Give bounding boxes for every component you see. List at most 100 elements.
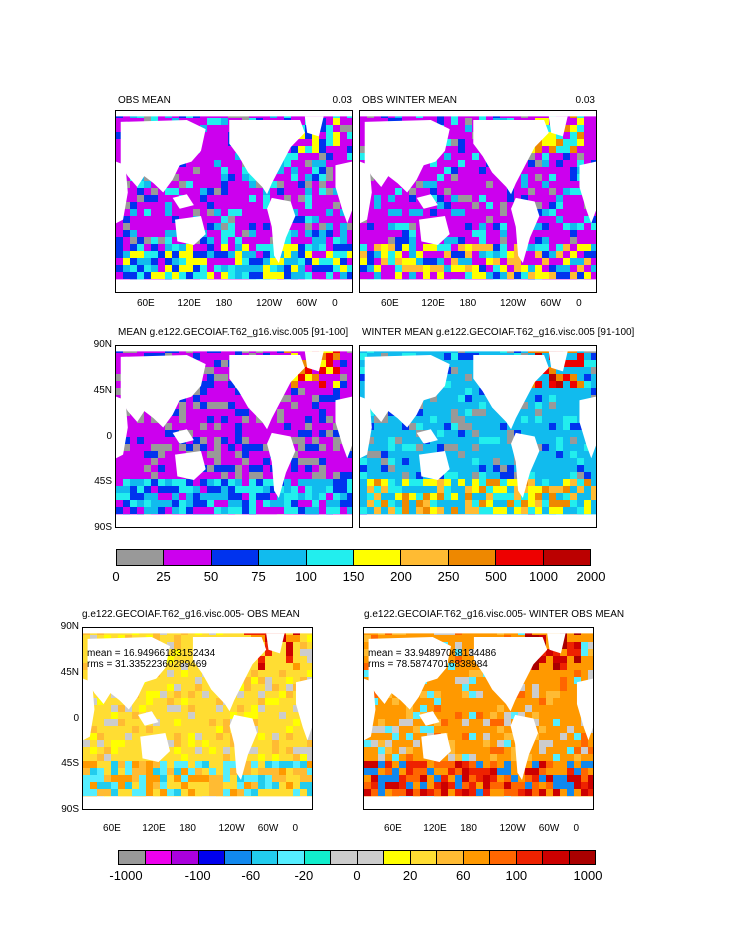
map-obs-winter-mean xyxy=(359,110,597,293)
lat-tick-label: 45N xyxy=(60,666,79,678)
lon-tick-label: 120E xyxy=(421,298,445,309)
colorbar-top-label: 2000 xyxy=(576,569,606,584)
lon-tick-label: 0 xyxy=(292,823,298,834)
lat-tick-label: 90N xyxy=(93,339,112,350)
panel-title-diff-mean: g.e122.GECOIAF.T62_g16.visc.005- OBS MEA… xyxy=(82,609,300,620)
stats-diff-mean: mean = 16.94966183152434 rms = 31.335223… xyxy=(87,648,215,670)
panel-value-obs-mean: 0.03 xyxy=(332,95,352,106)
lon-tick-label: 60E xyxy=(380,298,399,309)
colorbar-swatch xyxy=(401,550,449,565)
colorbar-swatch xyxy=(259,550,307,565)
lon-tick-label: 0 xyxy=(576,298,582,309)
lon-tick-label: 120E xyxy=(177,298,201,309)
mean-value: mean = 16.94966183152434 xyxy=(87,648,216,659)
colorbar-top-label: 75 xyxy=(251,569,266,584)
lon-tick-label: 120E xyxy=(142,823,166,834)
lat-tick-label: 45S xyxy=(61,758,79,770)
map-model-mean xyxy=(115,345,353,528)
colorbar-swatch xyxy=(251,851,278,864)
colorbar-swatch xyxy=(306,550,355,565)
colorbar-swatch xyxy=(496,550,544,565)
lon-tick-label: 60E xyxy=(384,823,402,834)
colorbar-swatch xyxy=(198,851,225,864)
colorbar-bottom-label: 60 xyxy=(455,868,471,883)
colorbar-swatch xyxy=(410,851,437,864)
lon-tick-label: 0 xyxy=(332,298,338,309)
panel-title-diff-winter-mean: g.e122.GECOIAF.T62_g16.visc.005- WINTER … xyxy=(364,609,625,620)
lon-tick-label: 0 xyxy=(573,823,579,834)
colorbar-swatch xyxy=(516,851,543,864)
colorbar-top-label: 250 xyxy=(437,569,460,584)
colorbar-swatch xyxy=(448,550,497,565)
lat-tick-label: 0 xyxy=(73,712,79,724)
colorbar-top-label: 150 xyxy=(342,569,365,584)
map-model-winter-mean xyxy=(359,345,597,528)
lon-tick-label: 180 xyxy=(179,823,196,834)
colorbar-swatch xyxy=(437,851,464,864)
colorbar-bottom-label: -20 xyxy=(294,868,314,883)
mean-value: mean = 33.94897068134486 xyxy=(368,648,497,659)
colorbar-top xyxy=(116,549,591,566)
colorbar-swatch xyxy=(172,851,199,864)
lon-tick-label: 60E xyxy=(136,298,155,309)
colorbar-top-label: 100 xyxy=(295,569,317,584)
lat-tick-label: 45S xyxy=(94,476,112,488)
lat-tick-label: 90N xyxy=(60,621,79,632)
colorbar-bottom-label: 1000 xyxy=(573,868,603,883)
lon-tick-label: 180 xyxy=(215,298,233,309)
lon-tick-label: 120W xyxy=(218,823,245,834)
colorbar-swatch xyxy=(357,851,384,864)
colorbar-bottom-label: -100 xyxy=(184,868,211,883)
map-obs-mean xyxy=(115,110,353,293)
lon-tick-label: 60W xyxy=(296,298,317,309)
colorbar-bottom xyxy=(118,850,596,865)
lat-tick-label: 45N xyxy=(93,384,112,396)
lon-tick-label: 180 xyxy=(460,823,477,834)
panel-title-obs-mean: OBS MEAN xyxy=(118,95,171,106)
rms-value: rms = 78.58747016838984 xyxy=(368,659,488,670)
lon-tick-label: 60W xyxy=(538,823,560,834)
colorbar-swatch xyxy=(354,550,402,565)
colorbar-swatch xyxy=(278,851,305,864)
panel-title-model-mean: MEAN g.e122.GECOIAF.T62_g16.visc.005 [91… xyxy=(118,327,349,338)
colorbar-bottom-label: 100 xyxy=(505,868,528,883)
lat-tick-label: 0 xyxy=(106,430,112,442)
lon-tick-label: 60E xyxy=(103,823,121,834)
colorbar-top-label: 1000 xyxy=(529,569,558,584)
rms-value: rms = 31.33522360289469 xyxy=(87,659,207,670)
colorbar-swatch xyxy=(164,550,212,565)
colorbar-swatch xyxy=(331,851,358,864)
lon-tick-label: 60W xyxy=(540,298,561,309)
lon-tick-label: 180 xyxy=(459,298,477,309)
colorbar-top-label: 500 xyxy=(485,569,507,584)
colorbar-swatch xyxy=(145,851,172,864)
colorbar-swatch xyxy=(384,851,411,864)
colorbar-bottom-label: 20 xyxy=(402,868,418,883)
colorbar-bottom-label: -60 xyxy=(241,868,261,883)
colorbar-swatch xyxy=(569,851,595,864)
panel-title-model-winter-mean: WINTER MEAN g.e122.GECOIAF.T62_g16.visc.… xyxy=(362,327,635,338)
colorbar-top-label: 200 xyxy=(390,569,412,584)
colorbar-swatch xyxy=(490,851,517,864)
panel-title-obs-winter-mean: OBS WINTER MEAN xyxy=(362,95,458,106)
lat-tick-label: 90S xyxy=(61,804,79,815)
colorbar-swatch xyxy=(225,851,252,864)
colorbar-bottom-label: 0 xyxy=(353,868,361,883)
colorbar-swatch xyxy=(304,851,331,864)
colorbar-swatch xyxy=(119,851,146,864)
panel-value-obs-winter-mean: 0.03 xyxy=(575,95,595,106)
colorbar-swatch xyxy=(543,851,570,864)
lon-tick-label: 120W xyxy=(499,823,526,834)
colorbar-swatch xyxy=(117,550,165,565)
colorbar-swatch xyxy=(543,550,591,565)
colorbar-top-label: 50 xyxy=(203,569,219,584)
lon-tick-label: 60W xyxy=(257,823,279,834)
lon-tick-label: 120W xyxy=(499,298,527,309)
colorbar-top-label: 25 xyxy=(156,569,171,584)
lon-tick-label: 120W xyxy=(255,298,283,309)
lat-tick-label: 90S xyxy=(94,522,112,533)
colorbar-bottom-label: -1000 xyxy=(109,868,143,883)
stats-diff-winter-mean: mean = 33.94897068134486 rms = 78.587470… xyxy=(368,648,496,670)
map-diff-winter-mean xyxy=(363,627,594,810)
colorbar-top-label: 0 xyxy=(112,569,120,584)
